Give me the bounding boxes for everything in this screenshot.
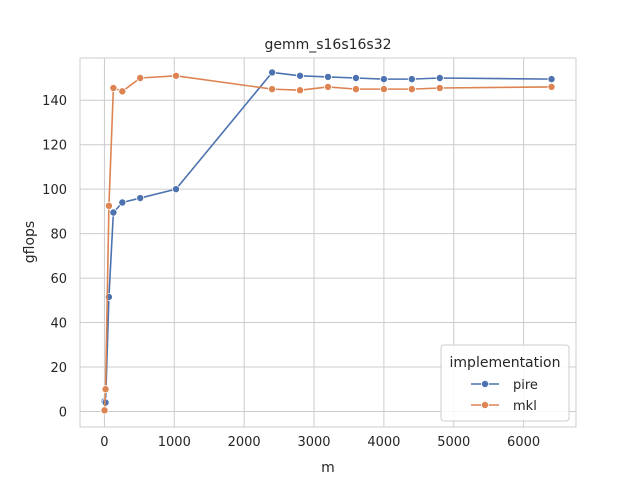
y-tick-label: 0 bbox=[59, 405, 67, 420]
x-tick-label: 2000 bbox=[228, 435, 261, 450]
x-tick-label: 1000 bbox=[158, 435, 191, 450]
series-group bbox=[100, 68, 556, 415]
data-point-mkl bbox=[109, 84, 118, 93]
legend-items: pire mkl bbox=[471, 378, 538, 414]
legend: implementation pire mkl bbox=[440, 344, 570, 422]
data-point-pire bbox=[136, 194, 145, 203]
legend-box bbox=[440, 344, 570, 422]
y-tick-label: 140 bbox=[42, 94, 67, 109]
data-point-mkl bbox=[101, 385, 110, 394]
grid bbox=[80, 58, 576, 427]
legend-swatch-marker bbox=[480, 400, 489, 409]
x-tick-label: 0 bbox=[100, 435, 108, 450]
data-point-mkl bbox=[351, 85, 360, 94]
data-point-mkl bbox=[136, 74, 145, 83]
y-tick-label: 60 bbox=[50, 272, 67, 287]
data-point-pire bbox=[171, 185, 180, 194]
data-point-mkl bbox=[435, 84, 444, 93]
data-point-pire bbox=[379, 75, 388, 84]
data-point-pire bbox=[104, 292, 113, 301]
x-tick-label: 4000 bbox=[367, 435, 400, 450]
data-point-mkl bbox=[323, 82, 332, 91]
y-tick-label: 20 bbox=[50, 361, 67, 376]
y-axis-label: gflops bbox=[22, 221, 38, 263]
legend-label-mkl: mkl bbox=[513, 399, 537, 414]
legend-title: implementation bbox=[450, 355, 561, 371]
data-point-mkl bbox=[407, 85, 416, 94]
data-point-pire bbox=[268, 68, 277, 77]
data-point-pire bbox=[351, 74, 360, 83]
data-point-pire bbox=[323, 72, 332, 81]
y-tick-label: 100 bbox=[42, 183, 67, 198]
plot-frame bbox=[79, 57, 577, 428]
data-point-pire bbox=[109, 208, 118, 217]
chart-title: gemm_s16s16s32 bbox=[264, 37, 391, 53]
y-tick-label: 120 bbox=[42, 139, 67, 154]
data-point-mkl bbox=[379, 85, 388, 94]
y-tick-label: 40 bbox=[50, 317, 67, 332]
data-point-mkl bbox=[268, 85, 277, 94]
data-point-mkl bbox=[547, 82, 556, 91]
legend-swatch-marker bbox=[480, 379, 489, 388]
data-point-mkl bbox=[100, 406, 109, 415]
x-axis-label: m bbox=[321, 460, 335, 476]
data-point-mkl bbox=[171, 71, 180, 80]
x-tick-label: 3000 bbox=[297, 435, 330, 450]
data-point-pire bbox=[435, 74, 444, 83]
y-tick-label: 80 bbox=[50, 228, 67, 243]
data-point-pire bbox=[407, 75, 416, 84]
y-tick-labels: 0 20 40 60 80 100 120 140 bbox=[42, 94, 67, 420]
series-mkl bbox=[100, 71, 556, 415]
data-point-mkl bbox=[118, 87, 127, 96]
data-point-mkl bbox=[296, 86, 305, 95]
data-point-pire bbox=[296, 71, 305, 80]
x-tick-label: 5000 bbox=[437, 435, 470, 450]
x-tick-labels: 0 1000 2000 3000 4000 5000 6000 bbox=[100, 435, 540, 450]
data-point-pire bbox=[547, 75, 556, 84]
data-point-pire bbox=[118, 198, 127, 207]
legend-label-pire: pire bbox=[513, 378, 538, 393]
x-tick-label: 6000 bbox=[507, 435, 540, 450]
data-point-mkl bbox=[104, 201, 113, 210]
